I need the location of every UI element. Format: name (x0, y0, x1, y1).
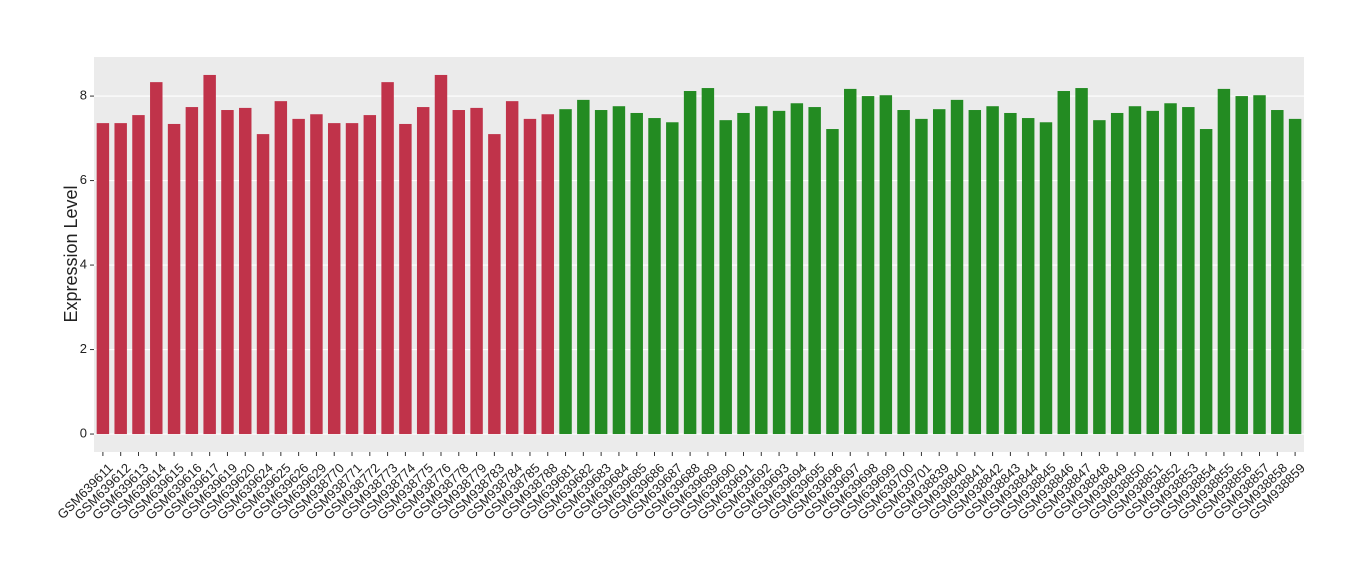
bar (1217, 88, 1231, 435)
bar (452, 110, 466, 435)
bar (683, 91, 697, 435)
bar (932, 109, 946, 435)
bar (737, 112, 750, 435)
bar (434, 74, 448, 435)
bar (221, 110, 234, 435)
bar (1057, 91, 1071, 435)
y-tick-label: 2 (80, 341, 87, 356)
bar (1004, 112, 1017, 435)
bar (1146, 110, 1159, 435)
bar (185, 107, 199, 435)
bar (772, 110, 786, 435)
bar (1039, 122, 1053, 435)
y-tick-label: 6 (80, 172, 87, 187)
bar (648, 118, 661, 435)
bar (505, 101, 519, 435)
bar (808, 107, 821, 435)
bar (96, 123, 110, 435)
bar (968, 110, 982, 435)
bar (594, 110, 608, 435)
bar (879, 95, 893, 435)
bar (790, 103, 804, 435)
bar (1288, 118, 1302, 435)
bar (630, 112, 643, 435)
bar (256, 134, 270, 435)
bar (114, 123, 127, 435)
bar (1110, 112, 1124, 435)
bar (167, 123, 181, 435)
bar (826, 129, 839, 435)
bar (274, 101, 288, 435)
bar (345, 123, 359, 435)
bar (1271, 110, 1284, 435)
y-tick-label: 0 (80, 425, 87, 440)
bar (381, 82, 394, 435)
bar (363, 115, 377, 435)
bar (559, 109, 572, 435)
y-tick-label: 8 (80, 88, 87, 103)
bar (132, 115, 145, 435)
bar (844, 88, 857, 435)
bar (612, 106, 626, 435)
bar (470, 107, 483, 435)
bar (950, 99, 964, 435)
bar (399, 123, 412, 435)
bar (755, 106, 768, 435)
bar (915, 118, 928, 435)
bar (327, 123, 341, 435)
y-axis-title: Expression Level (61, 185, 81, 322)
bar (541, 114, 554, 435)
bar (310, 114, 323, 435)
bar (203, 74, 216, 435)
bar (577, 99, 590, 435)
bar (150, 82, 163, 435)
bar (1075, 88, 1088, 435)
bar (1235, 96, 1248, 435)
bar (523, 118, 537, 435)
bar (1164, 103, 1177, 435)
bar (719, 120, 732, 435)
bar (1093, 120, 1106, 435)
bar (666, 122, 679, 435)
bar (1199, 129, 1213, 435)
y-tick-label: 4 (80, 256, 87, 271)
bar (488, 134, 501, 435)
bar (292, 118, 305, 435)
bar (1182, 107, 1195, 435)
bar (1021, 118, 1035, 435)
bar (897, 110, 910, 435)
bar (861, 96, 875, 435)
bar (416, 107, 430, 435)
bar (1253, 95, 1266, 435)
bar (701, 88, 715, 435)
bar (239, 107, 252, 435)
bar (986, 106, 999, 435)
bar (1128, 106, 1142, 435)
